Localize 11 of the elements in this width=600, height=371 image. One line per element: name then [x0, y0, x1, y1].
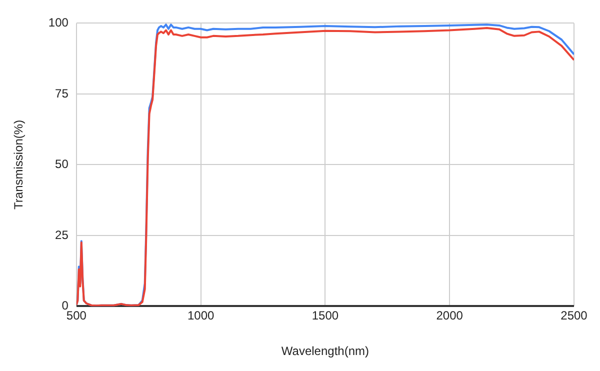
x-axis-title: Wavelength(nm) [281, 344, 370, 358]
y-tick-label: 50 [55, 157, 69, 172]
x-tick-label: 2000 [436, 308, 464, 323]
x-tick-label: 1500 [312, 308, 339, 323]
x-tick-label: 2500 [560, 308, 588, 323]
y-tick-label: 75 [55, 86, 69, 100]
y-tick-label: 25 [55, 228, 69, 242]
y-tick-label: 100 [48, 16, 69, 30]
x-tick-label: 500 [66, 308, 87, 323]
x-tick-label: 1000 [187, 308, 214, 323]
y-axis-title: Transmission(%) [12, 120, 26, 210]
